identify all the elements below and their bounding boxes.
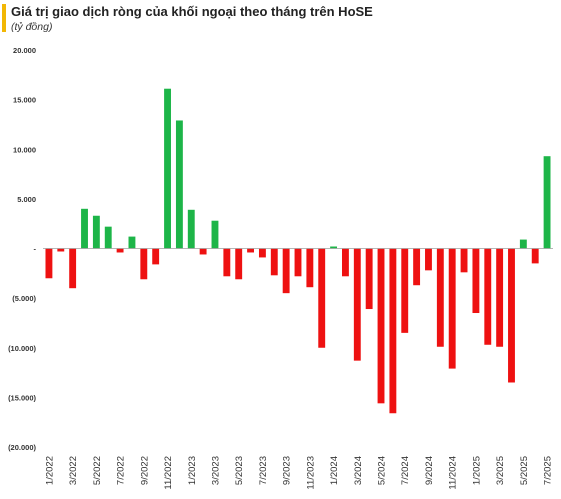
- x-tick-label: 3/2022: [68, 456, 79, 485]
- x-tick-label: 5/2022: [92, 456, 103, 485]
- x-tick-label: 1/2022: [44, 456, 55, 485]
- x-tick-label: 11/2023: [305, 456, 316, 490]
- y-tick-label: 15.000: [13, 96, 36, 105]
- bar-7-2023: [258, 248, 266, 258]
- y-axis-ticks: 20.000 15.000 10.000 5.000 - (5.000) (10.000) (…: [8, 46, 36, 452]
- bar-7-2025: [543, 156, 551, 249]
- x-tick-label: 9/2024: [424, 456, 435, 485]
- chart-subtitle: (tỷ đồng): [11, 21, 53, 33]
- x-tick-label: 7/2024: [400, 456, 411, 485]
- x-tick-label: 7/2023: [258, 456, 269, 485]
- x-tick-label: 1/2024: [329, 456, 340, 485]
- y-tick-label: (20.000): [8, 443, 36, 452]
- bar-9-2022: [140, 248, 148, 280]
- bar-9-2024: [425, 248, 432, 271]
- bar-4-2024: [365, 248, 373, 310]
- bar-5-2022: [92, 215, 100, 249]
- x-tick-label: 5/2024: [377, 456, 388, 485]
- bar-2-2022: [57, 248, 65, 252]
- x-tick-label: 3/2024: [353, 456, 364, 485]
- x-tick-label: 5/2025: [519, 456, 530, 485]
- x-tick-label: 5/2023: [234, 456, 245, 485]
- bar-6-2024: [389, 248, 397, 414]
- bar-10-2023: [294, 248, 302, 277]
- bar-4-2022: [81, 208, 88, 249]
- y-tick-label: 5.000: [17, 195, 36, 204]
- x-tick-label: 3/2023: [210, 456, 221, 485]
- x-tick-label: 9/2022: [139, 456, 150, 485]
- x-tick-label: 1/2025: [471, 456, 482, 485]
- x-tick-label: 3/2025: [495, 456, 506, 485]
- bar-4-2025: [508, 248, 515, 383]
- bar-1-2023: [187, 209, 195, 249]
- x-tick-label: 11/2022: [163, 456, 174, 490]
- bar-6-2022: [104, 226, 112, 249]
- bar-8-2023: [270, 248, 278, 276]
- x-tick-label: 11/2024: [448, 456, 459, 490]
- bar-3-2022: [69, 248, 77, 289]
- bar-series: [45, 88, 551, 414]
- bar-8-2024: [413, 248, 421, 286]
- x-axis-ticks: 1/2022 3/2022 5/2022 7/2022 9/2022 11/2022 1/2…: [44, 456, 553, 490]
- bar-2-2025: [484, 248, 492, 345]
- bar-3-2023: [211, 220, 219, 249]
- x-tick-label: 7/2022: [116, 456, 127, 485]
- bar-12-2022: [175, 120, 183, 249]
- bar-11-2022: [164, 88, 171, 249]
- bar-11-2024: [448, 248, 456, 369]
- bar-5-2024: [377, 248, 385, 404]
- bar-1-2022: [45, 248, 53, 279]
- bar-12-2023: [318, 248, 326, 348]
- bar-3-2024: [353, 248, 361, 361]
- bar-5-2023: [235, 248, 243, 280]
- x-tick-label: 9/2023: [282, 456, 293, 485]
- chart-title: Giá trị giao dịch ròng của khối ngoại th…: [11, 4, 373, 19]
- bar-4-2023: [223, 248, 231, 277]
- x-tick-label: 1/2023: [187, 456, 198, 485]
- bar-7-2024: [401, 248, 409, 333]
- bar-6-2023: [247, 248, 254, 253]
- x-tick-label: 7/2025: [543, 456, 554, 485]
- bar-3-2025: [496, 248, 504, 347]
- bar-1-2025: [472, 248, 480, 314]
- y-tick-label: (5.000): [12, 294, 36, 303]
- bar-6-2025: [531, 248, 539, 264]
- bar-7-2022: [116, 248, 124, 253]
- y-tick-label: 10.000: [13, 145, 36, 154]
- bar-8-2022: [128, 236, 136, 249]
- y-tick-label: 20.000: [13, 46, 36, 55]
- bar-9-2023: [282, 248, 290, 294]
- bar-12-2024: [460, 248, 468, 273]
- title-accent-bar: [2, 4, 6, 32]
- y-tick-label: -: [34, 245, 37, 254]
- bar-11-2023: [306, 248, 314, 288]
- bar-2-2024: [342, 248, 349, 277]
- bar-10-2024: [436, 248, 444, 347]
- y-tick-label: (15.000): [8, 393, 36, 402]
- bar-10-2022: [152, 248, 160, 265]
- bar-5-2025: [519, 239, 527, 249]
- bar-2-2023: [199, 248, 207, 255]
- bar-1-2024: [330, 246, 338, 249]
- y-tick-label: (10.000): [8, 344, 36, 353]
